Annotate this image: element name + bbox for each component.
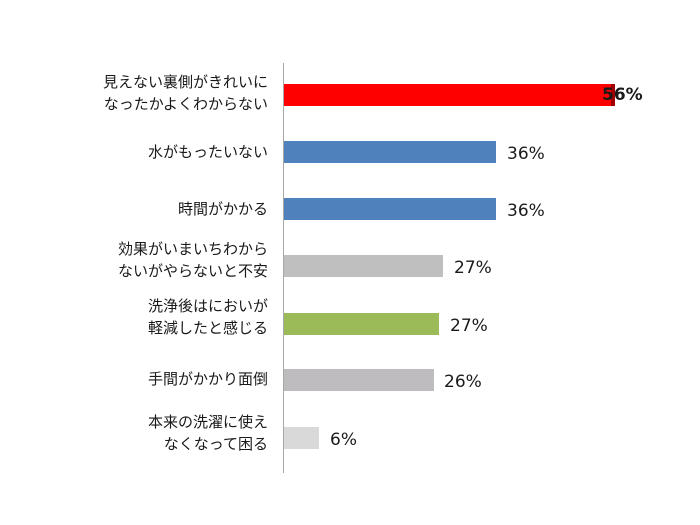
category-label: 効果がいまいちわから ないがやらないと不安 bbox=[117, 240, 268, 280]
value-label: 27% bbox=[450, 316, 488, 336]
category-label: 洗浄後はにおいが 軽減したと感じる bbox=[147, 297, 268, 337]
value-label: 36% bbox=[507, 144, 545, 164]
category-label: 水がもったいない bbox=[147, 143, 268, 161]
value-label: 27% bbox=[454, 258, 492, 278]
bar bbox=[284, 427, 319, 449]
category-label: 手間がかかり面倒 bbox=[147, 370, 268, 388]
value-label: 56% bbox=[602, 85, 643, 105]
value-label: 36% bbox=[507, 201, 545, 221]
bar bbox=[284, 141, 496, 163]
value-label: 26% bbox=[444, 372, 482, 392]
category-label: 時間がかかる bbox=[177, 200, 268, 218]
category-axis bbox=[283, 63, 284, 473]
category-label: 見えない裏側がきれいに なったかよくわからない bbox=[102, 73, 268, 113]
bar bbox=[284, 84, 615, 106]
bar bbox=[284, 369, 434, 391]
bar bbox=[284, 198, 496, 220]
bar bbox=[284, 255, 443, 277]
value-label: 6% bbox=[330, 430, 357, 450]
bar bbox=[284, 313, 439, 335]
category-label: 本来の洗濯に使え なくなって困る bbox=[147, 413, 268, 453]
